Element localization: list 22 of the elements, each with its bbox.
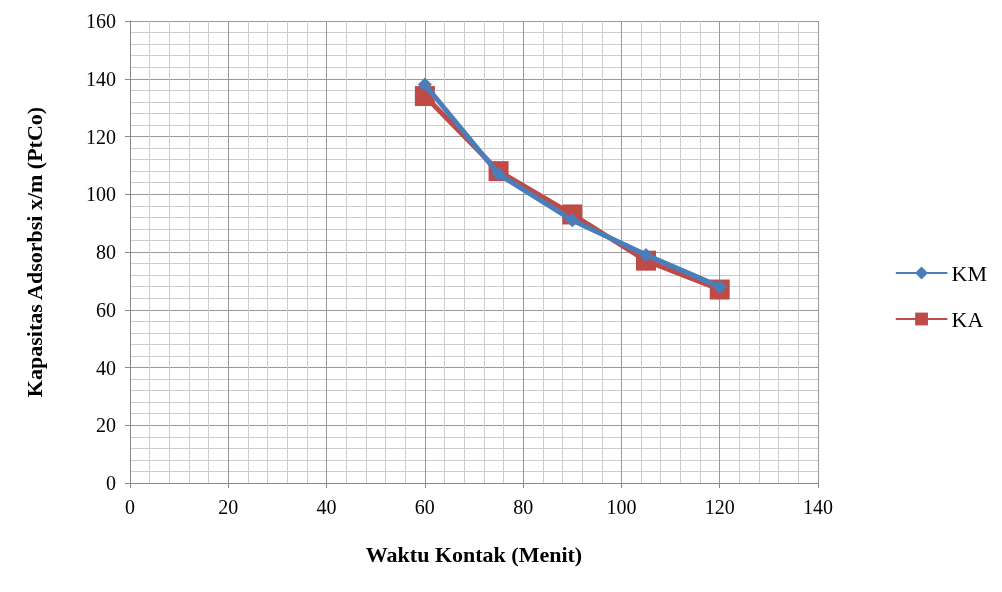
x-tick-label: 100 xyxy=(606,496,637,518)
legend-label: KA xyxy=(951,306,984,332)
y-tick-label: 40 xyxy=(96,356,116,379)
y-tick-label: 120 xyxy=(86,125,116,148)
y-tick-label: 160 xyxy=(86,10,116,32)
x-tick-label: 120 xyxy=(704,496,735,518)
y-tick-label: 0 xyxy=(106,472,116,494)
x-tick-label: 40 xyxy=(316,496,337,518)
y-tick-label: 140 xyxy=(86,67,116,90)
x-tick-label: 80 xyxy=(513,496,534,518)
x-tick-label: 60 xyxy=(414,496,435,518)
x-tick-label: 140 xyxy=(803,496,833,518)
y-tick-label: 80 xyxy=(96,241,116,263)
point xyxy=(417,77,432,92)
x-tick-label: 0 xyxy=(125,496,135,518)
y-tick-label: 100 xyxy=(86,183,116,206)
y-axis-title: Kapasitas Adsorbsi x/m (PtCo) xyxy=(21,106,47,398)
x-tick-label: 20 xyxy=(218,496,239,518)
legend-label: KM xyxy=(951,260,987,286)
x-axis-title: Waktu Kontak (Menit) xyxy=(365,541,583,567)
y-tick-label: 60 xyxy=(96,298,116,321)
y-tick-label: 20 xyxy=(96,414,116,437)
